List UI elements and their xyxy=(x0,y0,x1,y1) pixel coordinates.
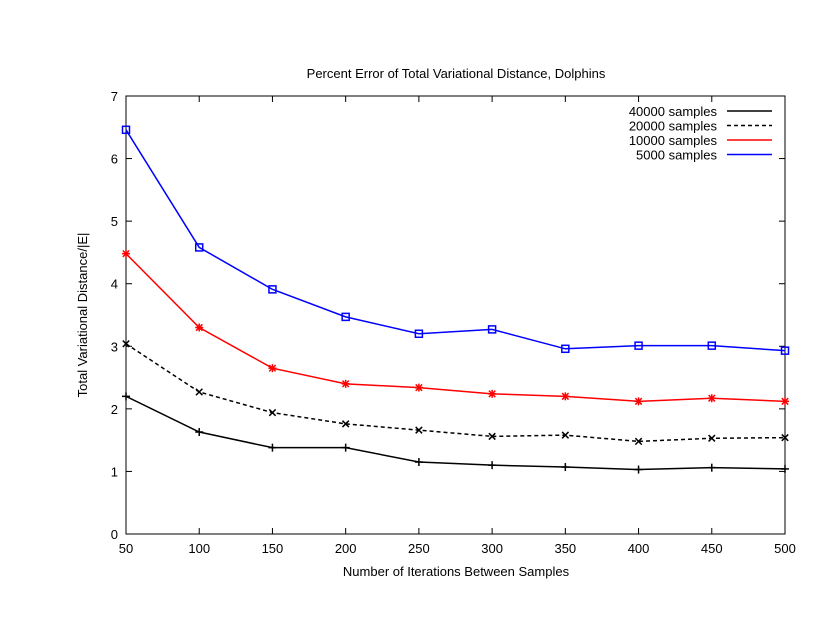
series-3 xyxy=(122,249,789,406)
data-point xyxy=(781,464,789,473)
data-point xyxy=(194,243,204,252)
x-tick-label: 450 xyxy=(701,541,723,556)
legend-label: 10000 samples xyxy=(629,133,718,148)
data-point xyxy=(122,249,130,258)
data-point xyxy=(561,392,570,401)
series-line xyxy=(125,395,786,471)
y-tick-label: 5 xyxy=(111,214,118,229)
data-point xyxy=(341,443,350,452)
data-point xyxy=(561,431,570,439)
data-point xyxy=(487,325,497,334)
data-point xyxy=(121,125,131,135)
x-tick-label: 150 xyxy=(262,541,284,556)
data-point xyxy=(488,432,496,441)
data-point xyxy=(414,383,423,392)
y-tick-label: 4 xyxy=(111,277,118,292)
data-point xyxy=(414,329,424,339)
data-point xyxy=(488,461,497,470)
y-tick-label: 7 xyxy=(111,89,118,104)
x-axis: 50 100 150 200 250 300 350 400 450 500 xyxy=(119,96,796,556)
data-point xyxy=(707,463,716,472)
x-tick-label: 200 xyxy=(335,541,357,556)
series-1 xyxy=(122,392,789,474)
series-layer xyxy=(121,125,790,474)
legend-label: 5000 samples xyxy=(636,148,717,163)
series-line xyxy=(125,343,786,443)
y-tick-label: 2 xyxy=(111,402,118,417)
x-tick-label: 100 xyxy=(188,541,210,556)
x-tick-label: 400 xyxy=(628,541,650,556)
data-point xyxy=(707,341,717,350)
x-tick-label: 350 xyxy=(554,541,576,556)
x-tick-label: 50 xyxy=(119,541,133,556)
legend-label: 40000 samples xyxy=(629,104,718,119)
data-point xyxy=(707,394,716,403)
data-point xyxy=(195,428,204,437)
y-tick-label: 1 xyxy=(111,464,118,479)
data-point xyxy=(561,463,570,472)
data-point xyxy=(708,434,716,442)
x-tick-label: 500 xyxy=(774,541,796,556)
y-tick-label: 6 xyxy=(111,152,118,167)
y-tick-label: 0 xyxy=(111,527,118,542)
series-line xyxy=(125,253,786,403)
data-point xyxy=(341,312,350,322)
x-tick-label: 250 xyxy=(408,541,430,556)
data-point xyxy=(781,397,789,406)
y-axis-label: Total Variational Distance/|E| xyxy=(75,233,90,398)
data-point xyxy=(122,340,130,348)
data-point xyxy=(634,437,643,446)
data-point xyxy=(561,344,570,354)
plot-frame xyxy=(125,95,786,535)
series-line xyxy=(125,129,786,352)
data-point xyxy=(268,364,277,373)
data-point xyxy=(781,433,789,442)
series-4 xyxy=(121,125,790,355)
data-point xyxy=(268,285,277,294)
x-tick-label: 300 xyxy=(481,541,503,556)
y-tick-label: 3 xyxy=(111,339,118,354)
data-point xyxy=(268,443,277,452)
series-2 xyxy=(122,340,789,446)
data-point xyxy=(488,389,497,398)
data-point xyxy=(780,346,790,355)
chart-title: Percent Error of Total Variational Dista… xyxy=(307,66,606,81)
legend-label: 20000 samples xyxy=(629,119,718,134)
data-point xyxy=(415,426,423,434)
y-axis: 0 1 2 3 4 5 6 7 xyxy=(111,89,785,542)
data-point xyxy=(122,392,130,401)
data-point xyxy=(195,388,203,396)
data-point xyxy=(341,420,350,428)
data-point xyxy=(634,397,643,406)
data-point xyxy=(195,323,204,332)
data-point xyxy=(634,341,643,350)
data-point xyxy=(414,458,423,467)
x-axis-label: Number of Iterations Between Samples xyxy=(343,564,570,579)
data-point xyxy=(268,408,277,417)
data-point xyxy=(634,465,643,474)
data-point xyxy=(341,379,350,388)
